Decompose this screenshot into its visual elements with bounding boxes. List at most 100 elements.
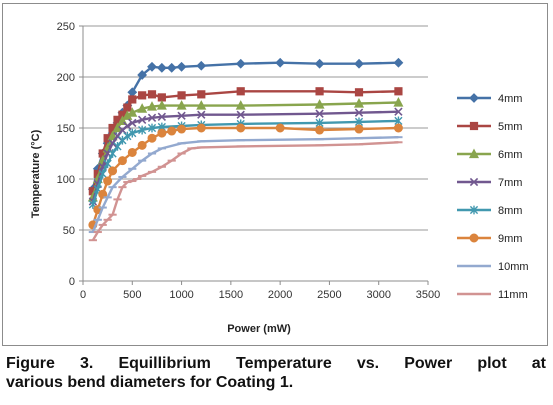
data-point [196, 60, 207, 71]
data-point [197, 90, 206, 99]
data-point [118, 135, 127, 145]
data-point [123, 103, 132, 112]
data-point [137, 103, 148, 113]
caption-line-2: various bend diameters for Coating 1. [6, 374, 294, 391]
data-point [196, 123, 206, 133]
data-point [394, 87, 403, 96]
data-point [315, 87, 324, 96]
data-point [128, 128, 137, 138]
x-tick-label: 3000 [366, 289, 390, 301]
series-line-11mm [91, 141, 399, 241]
data-point [176, 100, 187, 110]
data-point [353, 98, 365, 108]
data-point [275, 57, 286, 68]
data-point [98, 169, 107, 179]
data-point [108, 149, 117, 158]
legend-entry-6mm: 6mm [457, 148, 522, 161]
legend-marker [469, 177, 479, 187]
data-point [137, 115, 147, 125]
data-point [393, 57, 404, 68]
legend: 4mm 5mm 6mm 7mm 8mm 9mm 10mm 11mm [457, 93, 529, 301]
data-point [137, 70, 148, 80]
data-point [137, 140, 147, 150]
data-point [177, 124, 187, 134]
data-point [103, 159, 112, 169]
y-tick-label: 50 [63, 225, 75, 237]
data-point [103, 176, 113, 186]
data-point [127, 107, 138, 117]
series-11mm [88, 141, 403, 242]
x-tick-label: 2500 [317, 289, 341, 301]
legend-label: 11mm [498, 289, 528, 301]
data-point [147, 61, 157, 72]
series-line-7mm [91, 110, 399, 202]
data-point [108, 166, 118, 176]
data-point [127, 147, 137, 157]
legend-marker [469, 121, 479, 131]
data-point [156, 100, 167, 110]
legend-marker [469, 93, 479, 103]
data-point [98, 189, 108, 199]
legend-label: 10mm [498, 261, 529, 273]
data-point [177, 91, 186, 100]
legend-label: 5mm [498, 121, 522, 133]
data-point [147, 133, 157, 143]
data-point [166, 62, 177, 73]
data-point [314, 58, 325, 69]
data-point [393, 123, 403, 133]
y-tick-label: 150 [57, 123, 75, 135]
data-point [157, 112, 167, 121]
x-tick-label: 1500 [219, 289, 243, 301]
legend-entry-4mm: 4mm [457, 93, 522, 105]
legend-marker [469, 233, 479, 243]
legend-marker [468, 148, 480, 159]
legend-marker [469, 205, 479, 215]
x-tick-label: 3500 [416, 289, 440, 301]
data-point [157, 128, 167, 138]
data-point [117, 156, 127, 166]
data-point [393, 97, 404, 107]
data-point [354, 88, 364, 97]
data-point [354, 124, 364, 134]
chart-container: 0 50 100 150 200 250 0 500 1000 1500 2000 2500 3000 3… [2, 3, 548, 346]
data-point [235, 100, 246, 110]
data-point [138, 125, 147, 135]
data-point [197, 110, 206, 119]
data-point [147, 113, 157, 122]
x-tick-label: 1000 [169, 289, 193, 301]
x-tick-label: 2000 [268, 289, 292, 301]
data-point [394, 107, 403, 116]
y-tick-label: 200 [57, 72, 75, 84]
data-point [157, 93, 166, 102]
data-point [113, 141, 122, 151]
series-7mm [88, 107, 403, 206]
data-point [156, 62, 167, 73]
legend-entry-9mm: 9mm [457, 233, 522, 245]
y-tick-label: 100 [57, 174, 75, 186]
data-point [275, 123, 285, 133]
data-point [315, 125, 325, 135]
figure-caption: Figure 3. Equillibrium Temperature vs. P… [6, 354, 546, 392]
data-point [107, 130, 118, 141]
data-point [177, 111, 186, 120]
data-point [236, 87, 245, 96]
y-tick-label: 0 [69, 276, 75, 288]
legend-label: 4mm [498, 93, 522, 105]
data-point [235, 58, 246, 69]
legend-entry-10mm: 10mm [457, 261, 529, 273]
data-point [108, 139, 117, 148]
legend-entry-11mm: 11mm [457, 289, 528, 301]
data-point [354, 58, 364, 69]
legend-label: 7mm [498, 177, 522, 189]
x-tick-label: 0 [80, 289, 86, 301]
data-point [167, 126, 177, 136]
series-line-4mm [91, 61, 399, 190]
data-point [314, 99, 325, 109]
data-point [128, 95, 137, 104]
series-8mm [88, 116, 403, 209]
y-axis-title: Temperature (°C) [30, 129, 42, 218]
data-point [236, 110, 245, 119]
data-point [147, 90, 157, 99]
data-point [123, 131, 132, 141]
